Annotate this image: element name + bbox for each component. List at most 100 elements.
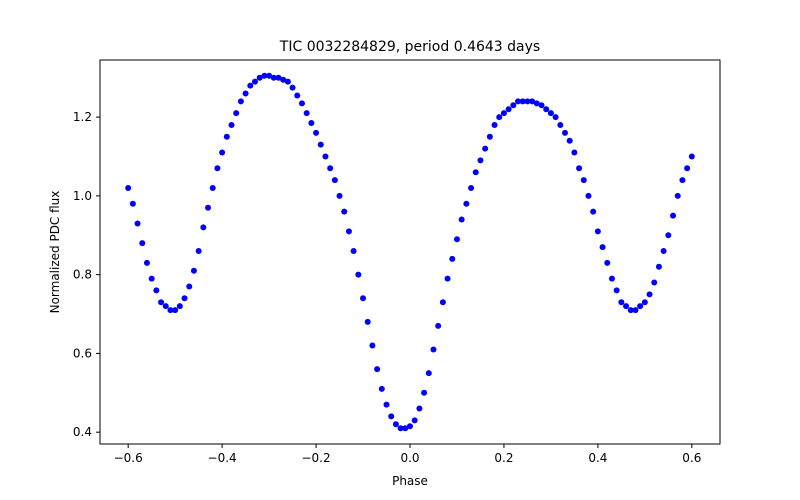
data-point — [247, 82, 254, 89]
x-tick-label: 0.2 — [494, 451, 513, 465]
x-tick-label: 0.0 — [400, 451, 419, 465]
data-point — [134, 220, 141, 227]
data-point — [139, 240, 146, 247]
data-point — [331, 177, 338, 184]
data-point — [421, 389, 428, 396]
data-point — [613, 287, 620, 294]
data-point — [425, 370, 432, 377]
data-point — [345, 228, 352, 235]
data-point — [496, 114, 503, 121]
data-point — [322, 153, 329, 160]
data-point — [266, 72, 273, 79]
data-point — [242, 90, 249, 97]
data-point — [275, 74, 282, 81]
data-point — [491, 121, 498, 128]
data-point — [360, 295, 367, 302]
data-point — [670, 212, 677, 219]
x-tick-label: −0.6 — [114, 451, 143, 465]
data-point — [298, 100, 305, 107]
data-point — [308, 120, 315, 127]
data-point — [580, 177, 587, 184]
data-point — [524, 98, 531, 105]
data-point — [482, 145, 489, 152]
data-point — [383, 401, 390, 408]
y-tick-label: 0.8 — [73, 268, 92, 282]
data-point — [256, 74, 263, 81]
data-point — [327, 165, 334, 172]
data-point — [233, 110, 240, 117]
data-point — [655, 263, 662, 270]
y-axis-ticks: 0.4 0.6 0.8 1.0 1.2 — [73, 110, 100, 439]
data-point — [444, 275, 451, 282]
data-point — [364, 318, 371, 325]
data-point — [627, 307, 634, 314]
x-axis-label: Phase — [392, 474, 428, 488]
plot-frame — [99, 59, 721, 445]
data-point — [500, 110, 507, 117]
data-point — [515, 98, 522, 105]
data-point — [618, 299, 625, 306]
data-point — [585, 192, 592, 199]
data-point — [350, 248, 357, 255]
data-point — [336, 192, 343, 199]
data-point — [529, 98, 536, 105]
data-point — [604, 259, 611, 266]
y-axis-label: Normalized PDC flux — [48, 191, 62, 314]
data-point — [209, 185, 216, 191]
data-point — [430, 346, 437, 353]
x-tick-label: −0.4 — [208, 451, 237, 465]
data-point — [510, 102, 517, 109]
data-point — [167, 307, 174, 314]
data-points — [125, 72, 695, 432]
x-tick-label: 0.6 — [682, 451, 701, 465]
data-point — [270, 74, 277, 81]
data-point — [623, 303, 630, 310]
data-point — [416, 405, 423, 412]
data-point — [486, 133, 493, 140]
data-point — [355, 271, 362, 278]
data-point — [392, 421, 399, 428]
data-point — [557, 121, 564, 128]
data-point — [411, 417, 418, 424]
data-point — [148, 275, 155, 282]
x-axis-ticks: −0.6 −0.4 −0.2 0.0 0.2 0.4 0.6 — [114, 444, 701, 465]
data-point — [294, 92, 301, 99]
data-point — [223, 133, 230, 140]
data-point — [341, 208, 348, 215]
data-point — [562, 129, 568, 136]
data-point — [688, 153, 695, 160]
data-point — [463, 200, 470, 207]
data-point — [143, 259, 150, 266]
x-tick-label: −0.2 — [301, 451, 330, 465]
data-point — [181, 295, 188, 302]
data-point — [237, 98, 244, 105]
data-point — [533, 100, 540, 107]
data-point — [374, 366, 381, 373]
data-point — [543, 106, 550, 113]
data-point — [468, 185, 475, 191]
data-point — [684, 165, 691, 172]
data-point — [458, 216, 465, 223]
data-point — [388, 413, 395, 420]
data-point — [594, 228, 601, 235]
data-point — [402, 425, 409, 432]
data-point — [641, 299, 648, 306]
data-point — [505, 106, 512, 113]
data-point — [453, 236, 460, 243]
data-point — [205, 204, 212, 211]
data-point — [449, 255, 456, 262]
data-point — [566, 137, 573, 144]
data-point — [547, 110, 554, 117]
data-point — [176, 303, 183, 310]
data-point — [252, 78, 258, 85]
data-point — [186, 283, 193, 290]
chart-title: TIC 0032284829, period 0.4643 days — [279, 39, 540, 55]
data-point — [317, 141, 324, 148]
data-point — [519, 98, 526, 105]
data-point — [477, 157, 484, 164]
data-point — [632, 307, 639, 314]
data-point — [190, 267, 197, 274]
data-point — [646, 291, 653, 298]
data-point — [439, 299, 446, 306]
